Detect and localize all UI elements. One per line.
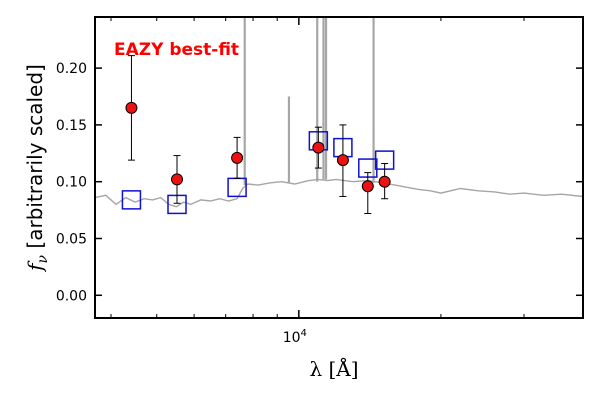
y-tick-label: 0.20 [56,61,87,77]
observed-flux-point [336,154,349,167]
y-axis-label: fν [arbitrarily scaled] [23,64,51,273]
annotation-label: EAZY best-fit [114,40,239,60]
observed-flux-point [171,173,184,186]
x-tick-label: 104 [283,328,307,346]
template-spectrum-line [95,178,583,208]
observed-flux-point [231,151,244,164]
y-tick-label: 0.00 [56,288,87,304]
x-axis-label: λ [Å] [309,356,358,381]
observed-flux-point [378,175,391,188]
model-flux-marker [121,190,142,210]
observed-flux-point [125,101,138,114]
y-tick-label: 0.15 [56,118,87,134]
observed-flux-point [312,141,325,154]
observed-flux-point [361,180,374,193]
y-tick-label: 0.05 [56,231,87,247]
plot-frame [94,16,584,319]
y-tick-label: 0.10 [56,175,87,191]
